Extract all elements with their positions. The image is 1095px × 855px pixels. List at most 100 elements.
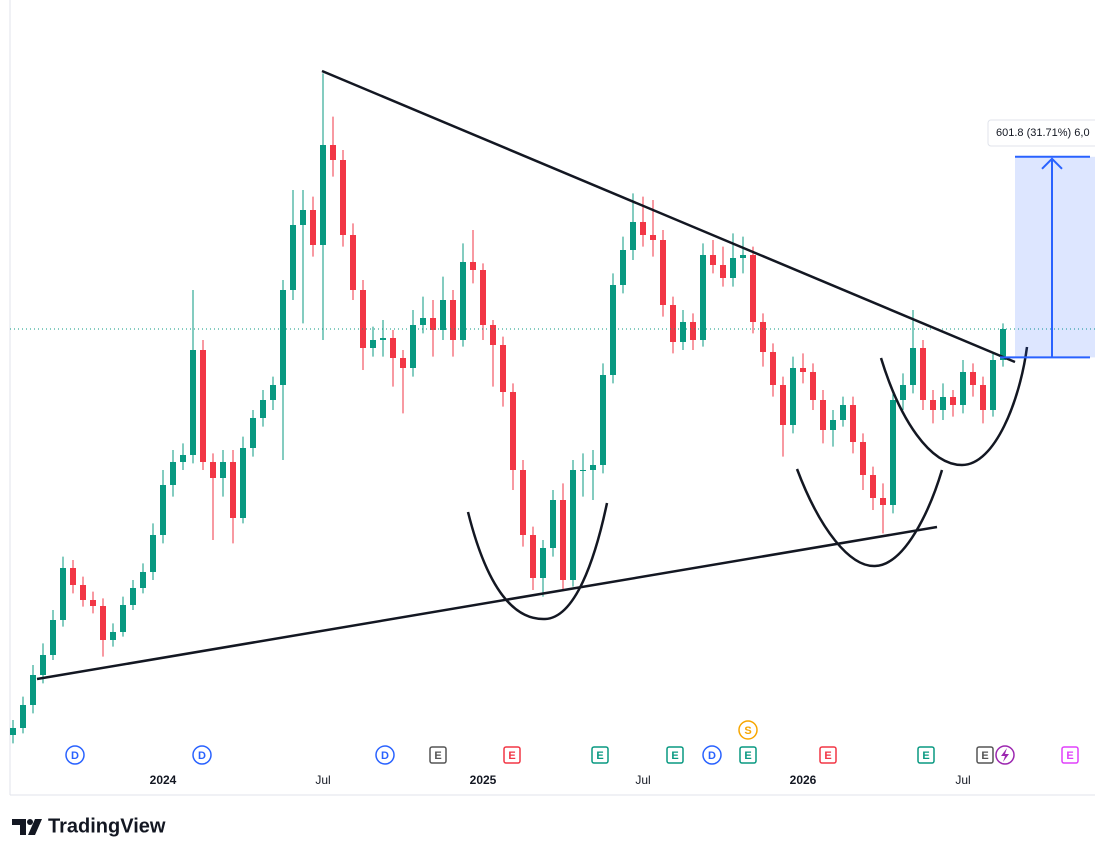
candle-body [850, 405, 856, 442]
candle-body [550, 500, 556, 548]
candle-body [320, 145, 326, 245]
candle-body [640, 222, 646, 235]
candle-body [110, 632, 116, 640]
arc [466, 502, 609, 621]
candle-body [910, 348, 916, 385]
candle-body [990, 360, 996, 410]
candle-body [630, 222, 636, 250]
event-label: E [671, 750, 678, 762]
event-label: D [381, 750, 389, 762]
event-label: E [596, 750, 603, 762]
candle-body [290, 225, 296, 290]
candle-body [190, 350, 196, 455]
candle-body [100, 606, 106, 640]
candle-body [280, 290, 286, 385]
candle-body [300, 210, 306, 225]
event-label: E [824, 750, 831, 762]
candle-body [880, 498, 886, 505]
candle-body [370, 340, 376, 348]
drawings [36, 69, 1029, 681]
candle-body [340, 160, 346, 235]
candle-body [450, 300, 456, 340]
candle-body [770, 352, 776, 385]
candle-body [660, 240, 666, 305]
candle-body [890, 400, 896, 505]
event-badge [702, 745, 722, 765]
candle-body [530, 535, 536, 578]
candle-body [330, 145, 336, 160]
candle-body [740, 255, 746, 258]
measure-label: 601.8 (31.71%) 6,0 [996, 127, 1090, 139]
trend-line [36, 525, 938, 681]
measure-box [1015, 156, 1095, 358]
trend-line [321, 69, 1016, 364]
candle-body [820, 400, 826, 430]
event-label: E [981, 750, 988, 762]
candle-body [70, 568, 76, 585]
candle-body [140, 572, 146, 588]
candle-body [90, 600, 96, 606]
event-label: D [708, 750, 716, 762]
candle-body [1000, 329, 1006, 360]
measure-label-box [987, 119, 1095, 147]
candle-body [170, 462, 176, 485]
event-icon [1001, 748, 1009, 762]
candle-body [930, 400, 936, 410]
event-label: E [922, 750, 929, 762]
x-tick-label: 2024 [150, 773, 177, 787]
event-badge [819, 746, 837, 764]
candle-body [20, 705, 26, 728]
candle-body [10, 728, 16, 735]
candle-body [160, 485, 166, 535]
event-badge [192, 745, 212, 765]
candle-body [860, 442, 866, 475]
candle-body [150, 535, 156, 572]
x-tick-label: Jul [315, 773, 330, 787]
logo [12, 819, 42, 835]
event-badge [976, 746, 994, 764]
arc [795, 468, 944, 568]
event-badge [429, 746, 447, 764]
event-label: S [744, 725, 751, 737]
candle-body [900, 385, 906, 400]
candle-body [420, 318, 426, 325]
candle-body [60, 568, 66, 620]
candle-body [840, 405, 846, 420]
events: D D D E E E E D E S E E E E [65, 720, 1079, 765]
candle-body [400, 358, 406, 368]
candle-body [950, 397, 956, 405]
arrow-head [1041, 157, 1063, 170]
candle-body [790, 368, 796, 425]
event-badge [738, 720, 758, 740]
candle-body [230, 462, 236, 518]
candle-body [360, 290, 366, 348]
candle-body [780, 385, 786, 425]
candle-body [800, 368, 806, 372]
candle-body [700, 255, 706, 340]
x-tick-label: 2026 [790, 773, 817, 787]
candle-body [270, 385, 276, 400]
candle-body [540, 548, 546, 578]
candle-body [960, 372, 966, 405]
candle-body [210, 462, 216, 478]
candle-body [650, 235, 656, 240]
candle-body [390, 338, 396, 358]
candle-body [750, 255, 756, 322]
candle-body [940, 397, 946, 410]
candle-body [380, 338, 386, 340]
candle-body [920, 348, 926, 400]
candle-body [180, 455, 186, 462]
event-badge [591, 746, 609, 764]
x-tick-label: Jul [955, 773, 970, 787]
candle-body [500, 345, 506, 392]
candle-body [470, 262, 476, 270]
event-label: D [198, 750, 206, 762]
candle-body [710, 255, 716, 265]
x-tick-label: Jul [635, 773, 650, 787]
candle-body [120, 605, 126, 632]
candle-body [200, 350, 206, 462]
arc [879, 346, 1029, 467]
candle-body [240, 448, 246, 518]
candle-body [830, 420, 836, 430]
candle-body [720, 265, 726, 278]
